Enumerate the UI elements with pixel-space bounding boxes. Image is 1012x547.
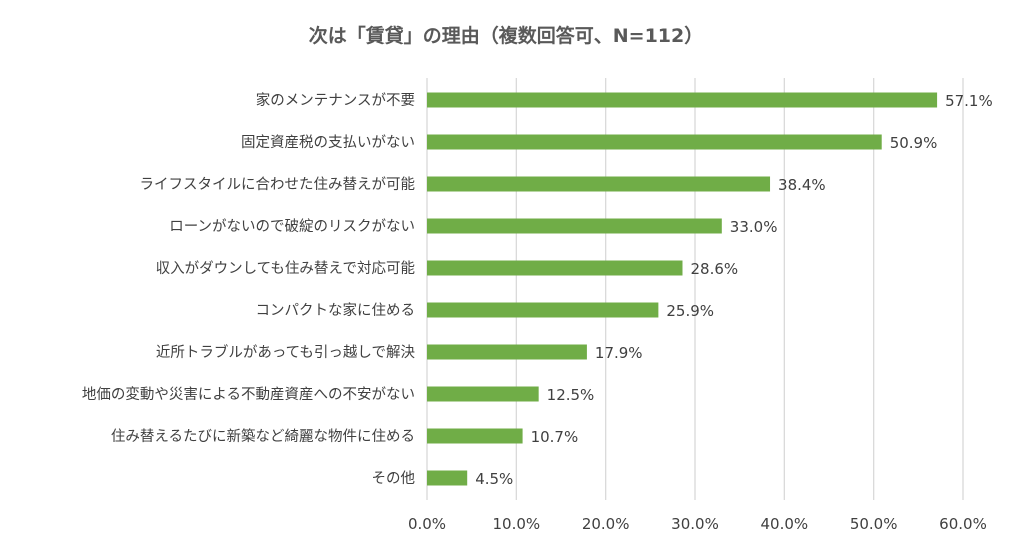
value-label: 28.6% [690,260,738,278]
x-tick-label: 20.0% [582,515,630,533]
bar [427,386,539,402]
category-label: 地価の変動や災害による不動産資産への不安がない [82,386,415,403]
category-label: 近所トラブルがあっても引っ越しで解決 [156,343,416,361]
value-label: 25.9% [666,302,714,320]
x-tick-label: 10.0% [493,515,541,533]
value-labels: 57.1% 50.9% 38.4% 33.0% 28.6% 25.9% 17.9% 12.5%… [475,92,993,488]
value-label: 17.9% [595,344,643,362]
value-label: 33.0% [730,218,778,236]
x-axis-ticks: 0.0% 10.0% 20.0% 30.0% 40.0% 50.0% 60.0% [408,515,987,533]
category-label: 住み替えるたびに新築など綺麗な物件に住める [111,427,415,445]
bar [427,218,722,234]
value-label: 12.5% [547,386,595,404]
bar [427,260,683,276]
category-label: コンパクトな家に住める [256,302,416,319]
bars [427,92,938,486]
bar [427,176,771,192]
bar [427,470,468,486]
x-tick-label: 0.0% [408,515,446,533]
category-label: ライフスタイルに合わせた住み替えが可能 [140,176,416,193]
category-label: 固定資産税の支払いがない [241,134,415,151]
bar [427,302,659,318]
bar [427,344,587,360]
value-label: 10.7% [531,428,579,446]
x-tick-label: 60.0% [939,515,987,533]
chart-title: 次は「賃貸」の理由（複数回答可、N=112） [309,24,703,47]
bar [427,428,523,444]
value-label: 38.4% [778,176,826,194]
x-tick-label: 30.0% [671,515,719,533]
bar [427,92,938,108]
x-tick-label: 50.0% [850,515,898,533]
category-label: 収入がダウンしても住み替えで対応可能 [156,260,415,277]
category-label: 家のメンテナンスが不要 [256,92,415,109]
category-label: その他 [372,470,416,487]
category-label: ローンがないので破綻のリスクがない [169,218,415,235]
value-label: 4.5% [475,470,513,488]
value-label: 57.1% [945,92,993,110]
x-tick-label: 40.0% [761,515,809,533]
value-label: 50.9% [890,134,938,152]
bar [427,134,882,150]
category-labels: 家のメンテナンスが不要固定資産税の支払いがないライフスタイルに合わせた住み替えが… [82,92,416,487]
